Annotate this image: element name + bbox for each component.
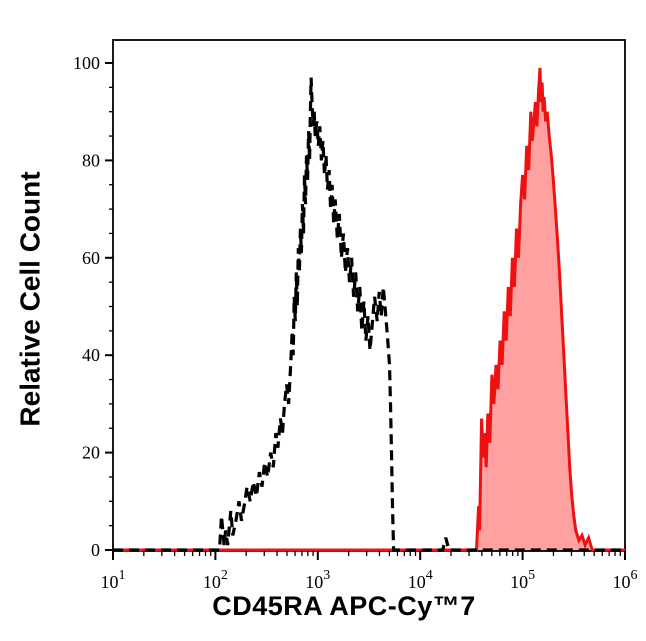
y-tick-label: 80 bbox=[82, 150, 100, 170]
y-axis-title: Relative Cell Count bbox=[14, 171, 46, 427]
x-tick-label: 102 bbox=[203, 568, 228, 592]
x-tick-label: 103 bbox=[305, 568, 330, 592]
y-tick-label: 0 bbox=[91, 540, 100, 560]
series-control-dashed-black bbox=[113, 77, 625, 552]
y-tick-label: 20 bbox=[82, 443, 100, 463]
x-tick-label: 104 bbox=[408, 568, 433, 592]
y-tick-label: 60 bbox=[82, 248, 100, 268]
x-tick-label: 105 bbox=[510, 568, 535, 592]
y-tick-label: 100 bbox=[73, 53, 100, 73]
series-cd45ra-stained-red-filled bbox=[113, 67, 625, 552]
y-tick-label: 40 bbox=[82, 345, 100, 365]
x-tick-label: 106 bbox=[613, 568, 638, 592]
x-tick-label: 101 bbox=[101, 568, 126, 592]
x-axis-title: CD45RA APC-Cy™7 bbox=[212, 591, 476, 621]
